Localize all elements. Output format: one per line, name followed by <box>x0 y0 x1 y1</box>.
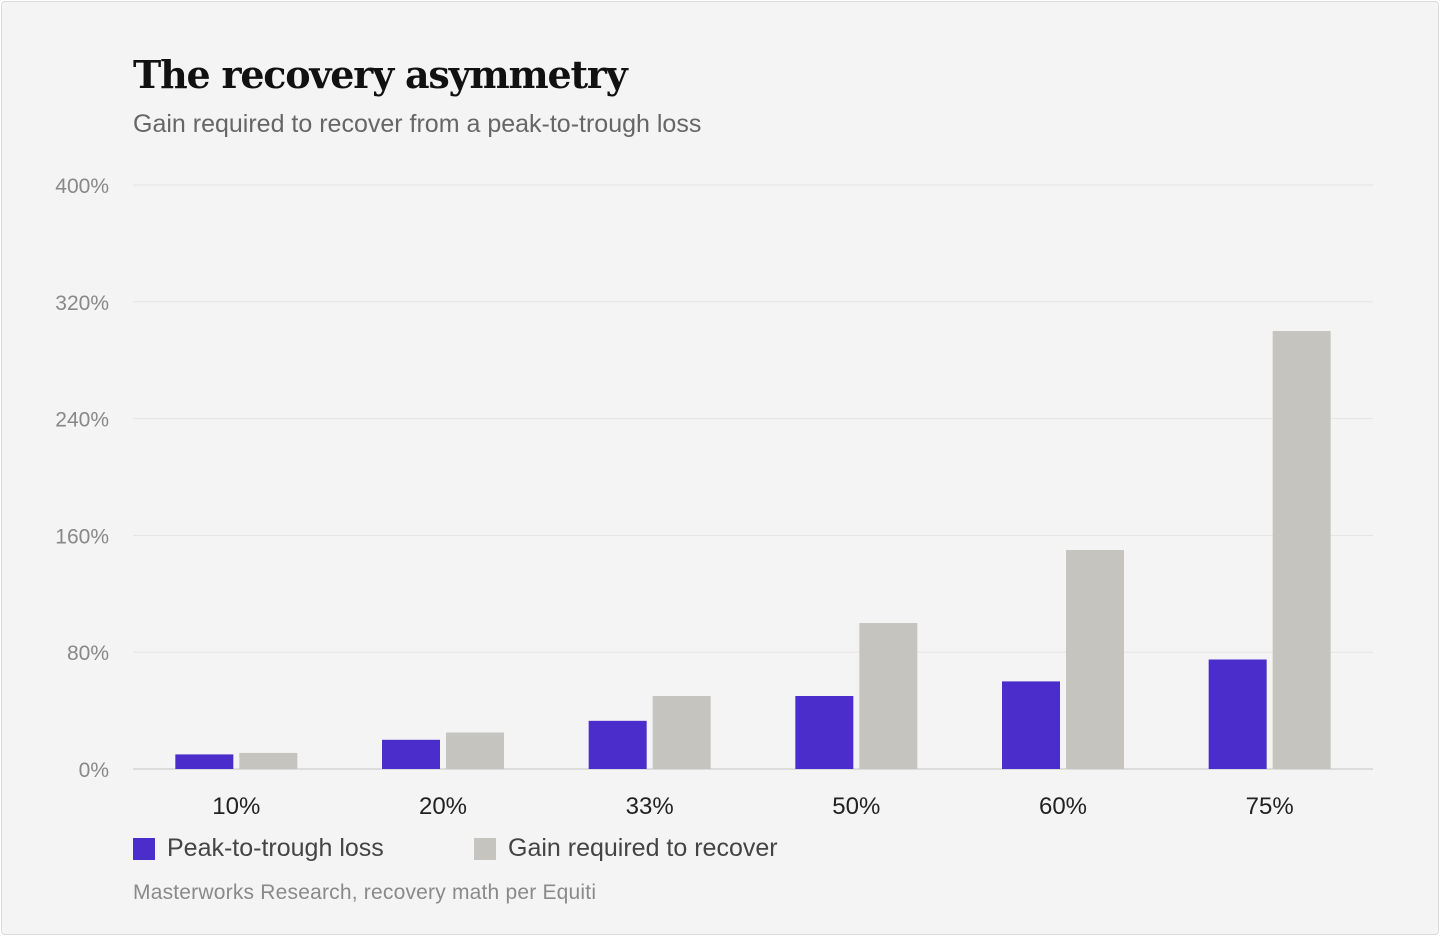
legend-item-gain: Gain required to recover <box>474 834 778 863</box>
bar-gain <box>859 623 918 769</box>
x-tick-label: 50% <box>832 793 880 820</box>
bar-gain <box>446 732 504 769</box>
chart-source: Masterworks Research, recovery math per … <box>133 881 597 904</box>
legend-item-loss: Peak-to-trough loss <box>133 834 384 863</box>
y-tick-label: 320% <box>55 292 109 315</box>
y-tick-label: 80% <box>67 642 109 665</box>
bar-loss <box>175 754 234 769</box>
y-tick-label: 160% <box>55 525 109 548</box>
y-tick-label: 400% <box>55 175 109 198</box>
legend-swatch-gain <box>474 837 496 860</box>
legend-swatch-loss <box>133 837 155 860</box>
bar-gain <box>652 696 711 769</box>
y-tick-label: 240% <box>55 409 109 432</box>
y-tick-label: 0% <box>79 759 109 782</box>
chart-title: The recovery asymmetry <box>133 52 628 97</box>
x-tick-label: 20% <box>419 793 467 820</box>
bar-gain <box>239 752 298 769</box>
x-tick-label: 33% <box>626 793 674 820</box>
bar-loss <box>1002 681 1060 769</box>
x-tick-label: 10% <box>212 793 260 820</box>
legend-label-loss: Peak-to-trough loss <box>167 834 384 862</box>
bar-loss <box>382 739 440 769</box>
chart-subtitle: Gain required to recover from a peak-to-… <box>133 110 702 138</box>
bar-gain <box>1066 550 1124 769</box>
x-tick-label: 75% <box>1246 793 1294 820</box>
bar-loss <box>588 720 647 769</box>
x-tick-label: 60% <box>1039 793 1087 820</box>
bar-loss <box>795 696 854 769</box>
bar-gain <box>1272 331 1331 769</box>
bar-loss <box>1208 659 1267 769</box>
legend-label-gain: Gain required to recover <box>508 834 778 862</box>
